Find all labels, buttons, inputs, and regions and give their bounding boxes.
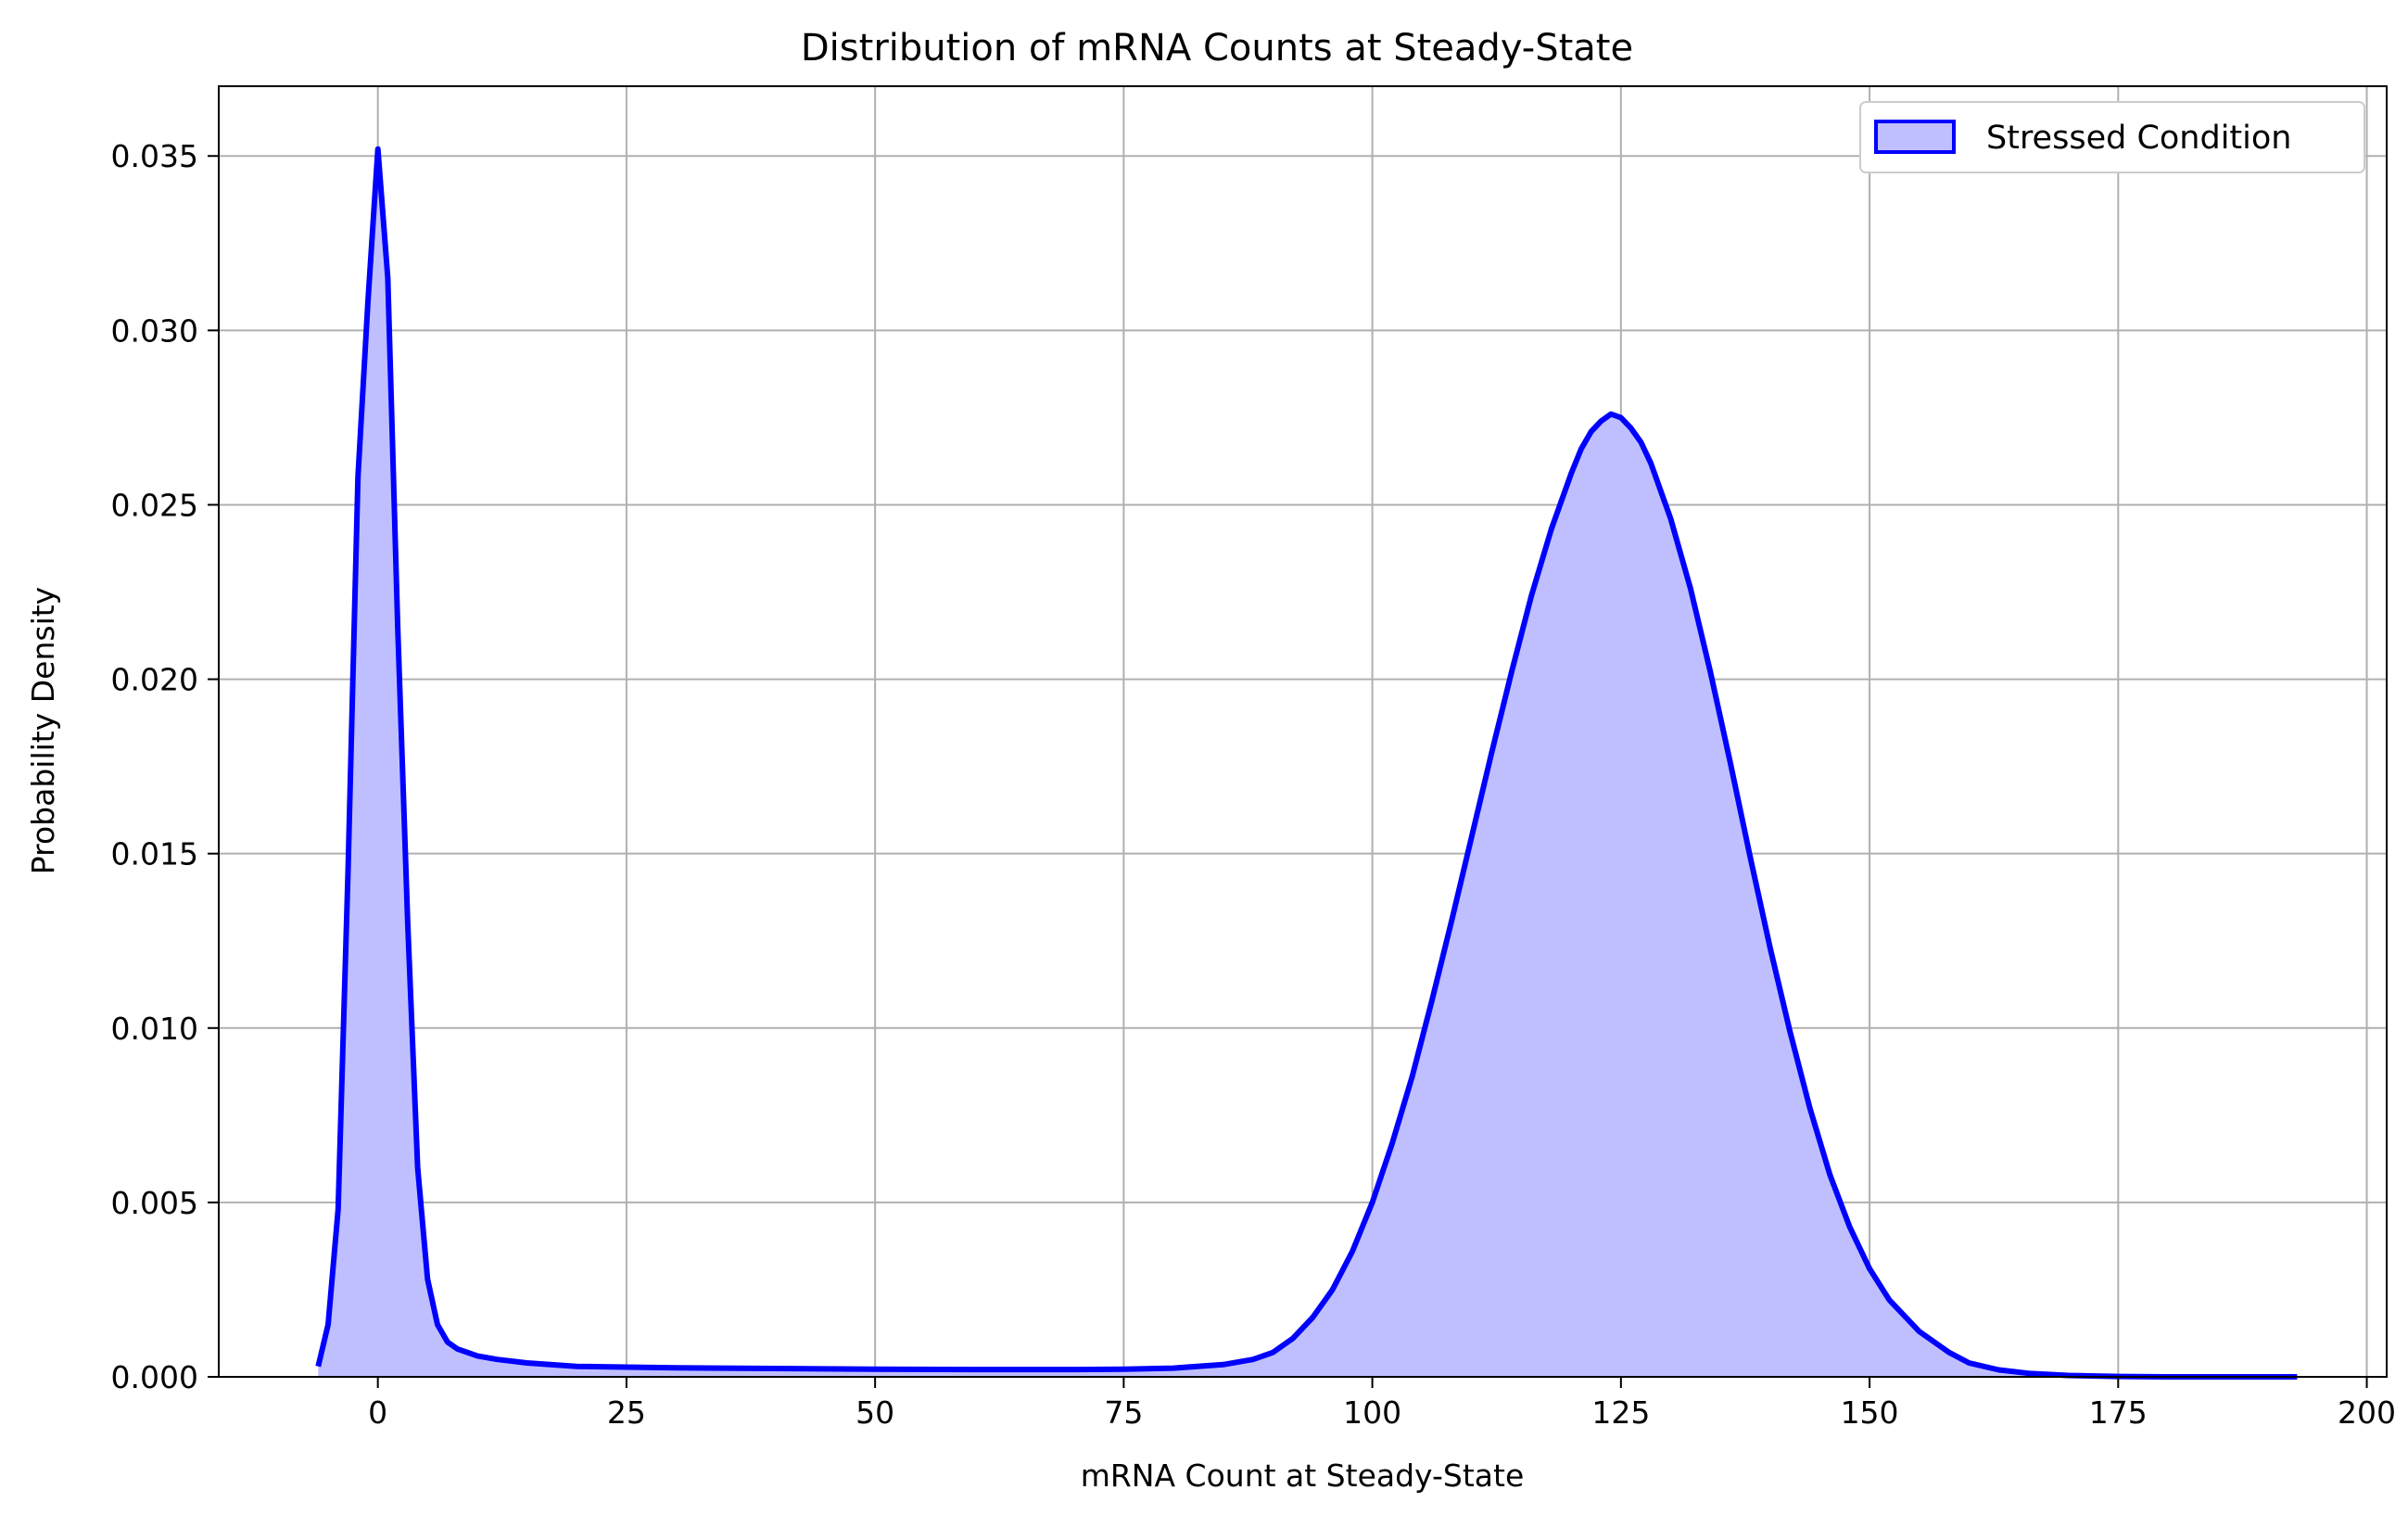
legend-label: Stressed Condition: [1986, 120, 2291, 157]
legend: Stressed Condition: [1859, 101, 2365, 173]
chart-title: Distribution of mRNA Counts at Steady-St…: [801, 27, 1633, 70]
x-tick-label: 100: [1343, 1394, 1401, 1431]
x-tick-label: 200: [2338, 1394, 2396, 1431]
density-line: [315, 146, 2298, 1380]
legend-swatch: [1874, 120, 1956, 154]
legend-box: [1859, 101, 2365, 173]
x-tick-label: 50: [855, 1394, 894, 1431]
x-tick-label: 125: [1591, 1394, 1650, 1431]
x-tick-label: 175: [2089, 1394, 2148, 1431]
y-tick-label: 0.030: [111, 312, 198, 349]
y-tick-label: 0.020: [111, 662, 198, 698]
x-tick-label: 25: [607, 1394, 646, 1431]
y-tick-label: 0.000: [111, 1359, 198, 1395]
x-axis-label: mRNA Count at Steady-State: [1081, 1458, 1525, 1494]
y-tick-label: 0.015: [111, 836, 198, 872]
x-tick-label: 75: [1104, 1394, 1143, 1431]
y-tick-label: 0.010: [111, 1011, 198, 1047]
y-tick-label: 0.005: [111, 1185, 198, 1221]
x-axis-ticks: 0 25 50 75 100 125 150 175 200: [368, 1377, 2396, 1431]
y-axis-ticks: 0.000 0.005 0.010 0.015 0.020 0.025 0.030 0.035: [111, 138, 219, 1395]
x-tick-label: 0: [368, 1394, 387, 1431]
y-axis-label: Probability Density: [25, 587, 61, 874]
y-tick-label: 0.025: [111, 487, 198, 523]
x-tick-label: 150: [1841, 1394, 1899, 1431]
plot-frame: [218, 85, 2388, 1378]
y-tick-label: 0.035: [111, 138, 198, 174]
